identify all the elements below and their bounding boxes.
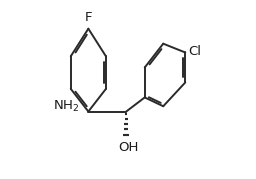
Text: OH: OH <box>118 141 138 154</box>
Text: F: F <box>84 11 92 24</box>
Text: NH$_2$: NH$_2$ <box>53 98 80 114</box>
Text: Cl: Cl <box>188 45 201 58</box>
